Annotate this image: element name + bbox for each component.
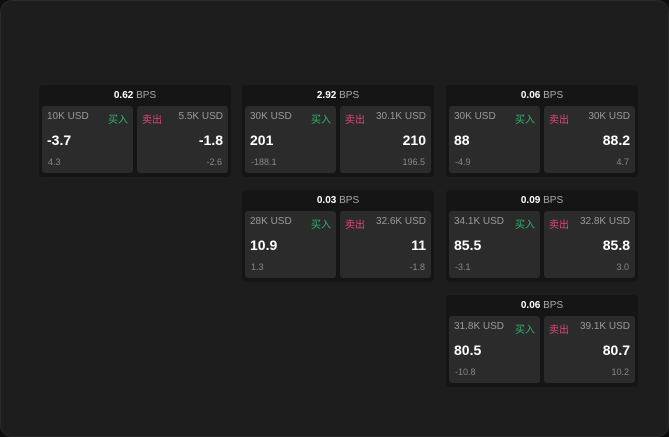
sell-size: 30K USD bbox=[588, 111, 630, 122]
sell-label: 卖出 bbox=[345, 220, 365, 231]
sell-label: 卖出 bbox=[549, 325, 569, 336]
sell-size: 39.1K USD bbox=[579, 321, 630, 332]
buy-label: 买入 bbox=[311, 220, 331, 231]
sell-delta: 4.7 bbox=[616, 157, 629, 167]
buy-delta: 4.3 bbox=[48, 157, 61, 167]
buy-size: 28K USD bbox=[250, 216, 292, 227]
sell-label: 卖出 bbox=[549, 220, 569, 231]
buy-delta: 1.3 bbox=[251, 262, 264, 272]
spread-unit: BPS bbox=[543, 90, 564, 101]
buy-size: 30K USD bbox=[250, 111, 292, 122]
buy-pane[interactable]: 34.1K USD 买入 85.5 -3.1 bbox=[449, 211, 540, 278]
buy-label: 买入 bbox=[108, 115, 128, 126]
buy-price: -3.7 bbox=[47, 132, 72, 148]
quote-card: 0.06 BPS 30K USD 买入 88 -4.9 卖出 30K USD 88.… bbox=[446, 85, 638, 177]
buy-price: 88 bbox=[454, 132, 470, 148]
sell-size: 32.8K USD bbox=[579, 216, 630, 227]
quote-card: 0.09 BPS 34.1K USD 买入 85.5 -3.1 卖出 32.8K U… bbox=[446, 190, 638, 282]
quote-card: 2.92 BPS 30K USD 买入 201 -188.1 卖出 30.1K US… bbox=[242, 85, 434, 177]
sell-pane[interactable]: 卖出 32.8K USD 85.8 3.0 bbox=[544, 211, 635, 278]
sell-price: 88.2 bbox=[602, 132, 630, 148]
buy-delta: -10.8 bbox=[455, 367, 476, 377]
buy-price: 85.5 bbox=[454, 237, 482, 253]
spread-header: 0.03 BPS bbox=[242, 190, 434, 211]
sell-price: -1.8 bbox=[198, 132, 223, 148]
sell-delta: -2.6 bbox=[206, 157, 222, 167]
sell-pane[interactable]: 卖出 32.6K USD 11 -1.8 bbox=[340, 211, 431, 278]
buy-size: 31.8K USD bbox=[454, 321, 505, 332]
spread-value: 0.62 bbox=[113, 90, 134, 101]
sell-label: 卖出 bbox=[142, 115, 162, 126]
sell-price: 11 bbox=[411, 237, 426, 253]
buy-delta: -3.1 bbox=[455, 262, 471, 272]
buy-pane[interactable]: 10K USD 买入 -3.7 4.3 bbox=[42, 106, 133, 173]
spread-unit: BPS bbox=[543, 195, 564, 206]
sell-delta: -1.8 bbox=[409, 262, 425, 272]
sell-delta: 10.2 bbox=[611, 367, 629, 377]
buy-price: 10.9 bbox=[250, 237, 278, 253]
buy-label: 买入 bbox=[311, 115, 331, 126]
buy-delta: -188.1 bbox=[251, 157, 277, 167]
buy-pane[interactable]: 31.8K USD 买入 80.5 -10.8 bbox=[449, 316, 540, 383]
buy-label: 买入 bbox=[515, 325, 535, 336]
buy-delta: -4.9 bbox=[455, 157, 471, 167]
spread-unit: BPS bbox=[543, 300, 564, 311]
spread-value: 2.92 bbox=[316, 90, 337, 101]
spread-header: 0.06 BPS bbox=[446, 295, 638, 316]
sell-size: 30.1K USD bbox=[375, 111, 426, 122]
quote-card: 0.06 BPS 31.8K USD 买入 80.5 -10.8 卖出 39.1K … bbox=[446, 295, 638, 387]
spread-unit: BPS bbox=[136, 90, 157, 101]
buy-pane[interactable]: 30K USD 买入 88 -4.9 bbox=[449, 106, 540, 173]
spread-unit: BPS bbox=[339, 195, 360, 206]
spread-header: 2.92 BPS bbox=[242, 85, 434, 106]
sell-size: 32.6K USD bbox=[375, 216, 426, 227]
buy-pane[interactable]: 30K USD 买入 201 -188.1 bbox=[245, 106, 336, 173]
buy-size: 30K USD bbox=[454, 111, 496, 122]
quote-card: 0.62 BPS 10K USD 买入 -3.7 4.3 卖出 5.5K USD -… bbox=[39, 85, 231, 177]
sell-label: 卖出 bbox=[549, 115, 569, 126]
sell-price: 85.8 bbox=[602, 237, 630, 253]
spread-header: 0.09 BPS bbox=[446, 190, 638, 211]
sell-pane[interactable]: 卖出 30.1K USD 210 196.5 bbox=[340, 106, 431, 173]
buy-pane[interactable]: 28K USD 买入 10.9 1.3 bbox=[245, 211, 336, 278]
sell-price: 80.7 bbox=[602, 342, 630, 358]
spread-header: 0.62 BPS bbox=[39, 85, 231, 106]
sell-pane[interactable]: 卖出 5.5K USD -1.8 -2.6 bbox=[137, 106, 228, 173]
spread-value: 0.03 bbox=[316, 195, 337, 206]
sell-price: 210 bbox=[402, 132, 426, 148]
spread-unit: BPS bbox=[339, 90, 360, 101]
sell-delta: 3.0 bbox=[616, 262, 629, 272]
quote-card: 0.03 BPS 28K USD 买入 10.9 1.3 卖出 32.6K USD … bbox=[242, 190, 434, 282]
buy-size: 10K USD bbox=[47, 111, 89, 122]
buy-label: 买入 bbox=[515, 220, 535, 231]
buy-price: 201 bbox=[250, 132, 274, 148]
sell-pane[interactable]: 卖出 39.1K USD 80.7 10.2 bbox=[544, 316, 635, 383]
sell-delta: 196.5 bbox=[402, 157, 425, 167]
buy-label: 买入 bbox=[515, 115, 535, 126]
spread-value: 0.06 bbox=[520, 300, 541, 311]
spread-value: 0.09 bbox=[520, 195, 541, 206]
buy-size: 34.1K USD bbox=[454, 216, 505, 227]
spread-header: 0.06 BPS bbox=[446, 85, 638, 106]
sell-label: 卖出 bbox=[345, 115, 365, 126]
buy-price: 80.5 bbox=[454, 342, 482, 358]
sell-pane[interactable]: 卖出 30K USD 88.2 4.7 bbox=[544, 106, 635, 173]
sell-size: 5.5K USD bbox=[178, 111, 223, 122]
spread-value: 0.06 bbox=[520, 90, 541, 101]
